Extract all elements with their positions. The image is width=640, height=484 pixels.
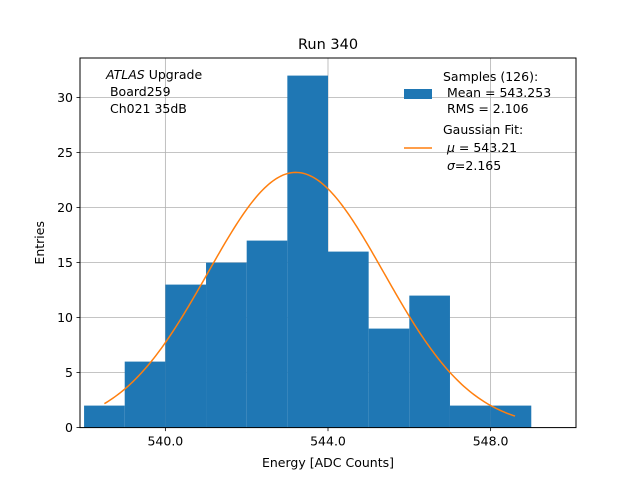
- annotation-upgrade: Upgrade: [145, 67, 203, 82]
- legend-fit-line-1: Gaussian Fit:: [443, 122, 523, 137]
- histogram-bar: [246, 240, 288, 428]
- y-tick-label: 25: [57, 145, 73, 160]
- ticks-layer: 540.0 544.0 548.0 0 5 10 15 20 25 30: [57, 90, 508, 449]
- y-tick-label: 30: [57, 90, 73, 105]
- legend-fit-line-2: μ = 543.21: [443, 140, 517, 155]
- legend-samples-line-3: RMS = 2.106: [443, 101, 529, 116]
- bars-layer: [84, 75, 532, 428]
- legend: Samples (126): Mean = 543.253 RMS = 2.10…: [404, 69, 551, 173]
- histogram-bar: [409, 295, 450, 428]
- y-tick-label: 10: [57, 310, 73, 325]
- histogram-bar: [368, 328, 410, 428]
- y-tick-label: 5: [65, 365, 73, 380]
- gaussian-fit-curve: [104, 171, 516, 417]
- histogram-bar: [206, 262, 247, 428]
- y-tick-label: 15: [57, 255, 73, 270]
- histogram-bar: [287, 75, 328, 428]
- histogram-bar: [328, 251, 369, 428]
- histogram-bar: [124, 361, 166, 428]
- legend-sigma-value: =2.165: [455, 158, 501, 173]
- annotation-line-3: Ch021 35dB: [106, 101, 187, 116]
- legend-mu-symbol: μ: [446, 140, 455, 155]
- y-axis-label: Entries: [32, 221, 47, 265]
- legend-sigma-symbol: σ: [447, 158, 456, 173]
- x-axis-label: Energy [ADC Counts]: [262, 455, 394, 470]
- legend-mu-value: = 543.21: [455, 140, 517, 155]
- histogram-bar: [449, 405, 491, 428]
- annotation-line-2: Board259: [106, 84, 171, 99]
- histogram-bar: [84, 405, 125, 428]
- legend-samples-swatch: [404, 89, 432, 99]
- histogram-bar: [165, 284, 207, 428]
- legend-samples-line-2: Mean = 543.253: [443, 85, 551, 100]
- legend-samples-line-1: Samples (126):: [443, 69, 538, 84]
- annotation-line-1: ATLAS Upgrade: [105, 67, 202, 82]
- x-tick-label: 540.0: [147, 434, 183, 449]
- chart-title: Run 340: [298, 37, 358, 53]
- y-tick-label: 20: [57, 200, 73, 215]
- y-tick-label: 0: [65, 420, 73, 435]
- x-tick-label: 544.0: [310, 434, 346, 449]
- fit-layer: [104, 171, 516, 417]
- x-tick-label: 548.0: [473, 434, 509, 449]
- annotation-atlas: ATLAS: [105, 67, 145, 82]
- legend-fit-line-3: σ=2.165: [443, 158, 501, 173]
